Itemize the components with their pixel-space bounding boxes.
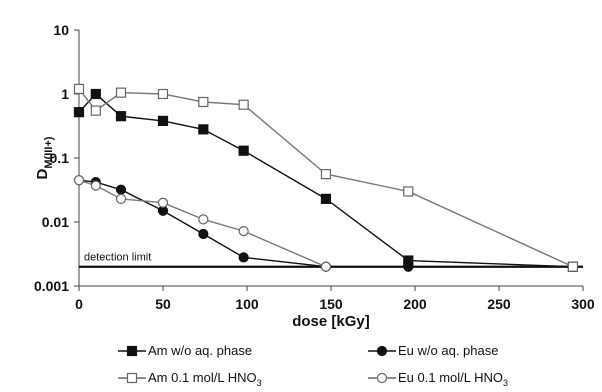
data-point — [157, 197, 169, 208]
data-point — [90, 180, 101, 191]
data-point — [115, 111, 127, 122]
detection-limit-label: detection limit — [84, 252, 151, 264]
data-point — [73, 107, 85, 118]
data-point — [73, 83, 85, 95]
y-tick-label: 0.1 — [50, 150, 70, 166]
data-point — [238, 145, 249, 156]
x-tick-label: 150 — [319, 296, 343, 312]
data-point — [115, 87, 127, 98]
legend-label: Eu w/o aq. phase — [398, 343, 498, 358]
data-point — [115, 184, 127, 195]
legend-marker — [126, 372, 138, 384]
legend-label: Am w/o aq. phase — [148, 343, 252, 358]
data-point — [198, 228, 209, 240]
data-point — [320, 261, 332, 272]
series-1 — [73, 83, 579, 272]
legend-marker — [126, 345, 138, 357]
x-tick-label: 300 — [571, 296, 595, 312]
legend-label: Eu 0.1 mol/L HNO3 — [398, 370, 508, 388]
legend: Am w/o aq. phase Eu w/o aq. phase Am 0.1 m… — [118, 343, 508, 388]
x-tick-label: 250 — [487, 296, 511, 312]
x-tick-label: 200 — [403, 296, 427, 312]
data-point — [198, 96, 209, 108]
data-point — [157, 115, 169, 126]
series-line — [78, 93, 573, 268]
data-point — [157, 88, 169, 100]
data-point — [320, 193, 332, 204]
data-point — [403, 261, 414, 272]
data-point — [73, 175, 85, 186]
y-tick-label: 1 — [61, 86, 69, 102]
data-point — [115, 193, 127, 204]
data-point — [198, 124, 209, 135]
data-point — [238, 252, 249, 263]
series-layer — [73, 83, 579, 272]
legend-item: Am w/o aq. phase — [118, 343, 252, 358]
x-tick-label: 0 — [75, 296, 83, 312]
data-point — [238, 226, 249, 237]
data-point — [90, 88, 101, 100]
data-point — [238, 99, 249, 110]
data-point — [320, 169, 332, 180]
legend-marker — [376, 345, 388, 357]
legend-label: Am 0.1 mol/L HNO3 — [148, 370, 262, 388]
series-0 — [73, 88, 579, 272]
legend-item: Eu 0.1 mol/L HNO3 — [368, 370, 508, 388]
x-axis-label: dose [kGy] — [292, 313, 370, 330]
data-point — [403, 186, 414, 197]
y-axis-label: DM(III+) — [34, 136, 55, 179]
series-3 — [73, 175, 332, 272]
y-tick-label: 0.001 — [34, 278, 69, 294]
y-tick-label: 10 — [53, 22, 69, 38]
x-tick-label: 100 — [235, 296, 259, 312]
y-tick-label: 0.01 — [42, 214, 69, 230]
data-point — [567, 261, 579, 272]
legend-item: Eu w/o aq. phase — [368, 343, 498, 358]
legend-item: Am 0.1 mol/L HNO3 — [118, 370, 262, 388]
legend-marker — [376, 372, 388, 384]
x-tick-label: 50 — [155, 296, 171, 312]
data-point — [90, 105, 101, 116]
data-point — [198, 214, 209, 225]
